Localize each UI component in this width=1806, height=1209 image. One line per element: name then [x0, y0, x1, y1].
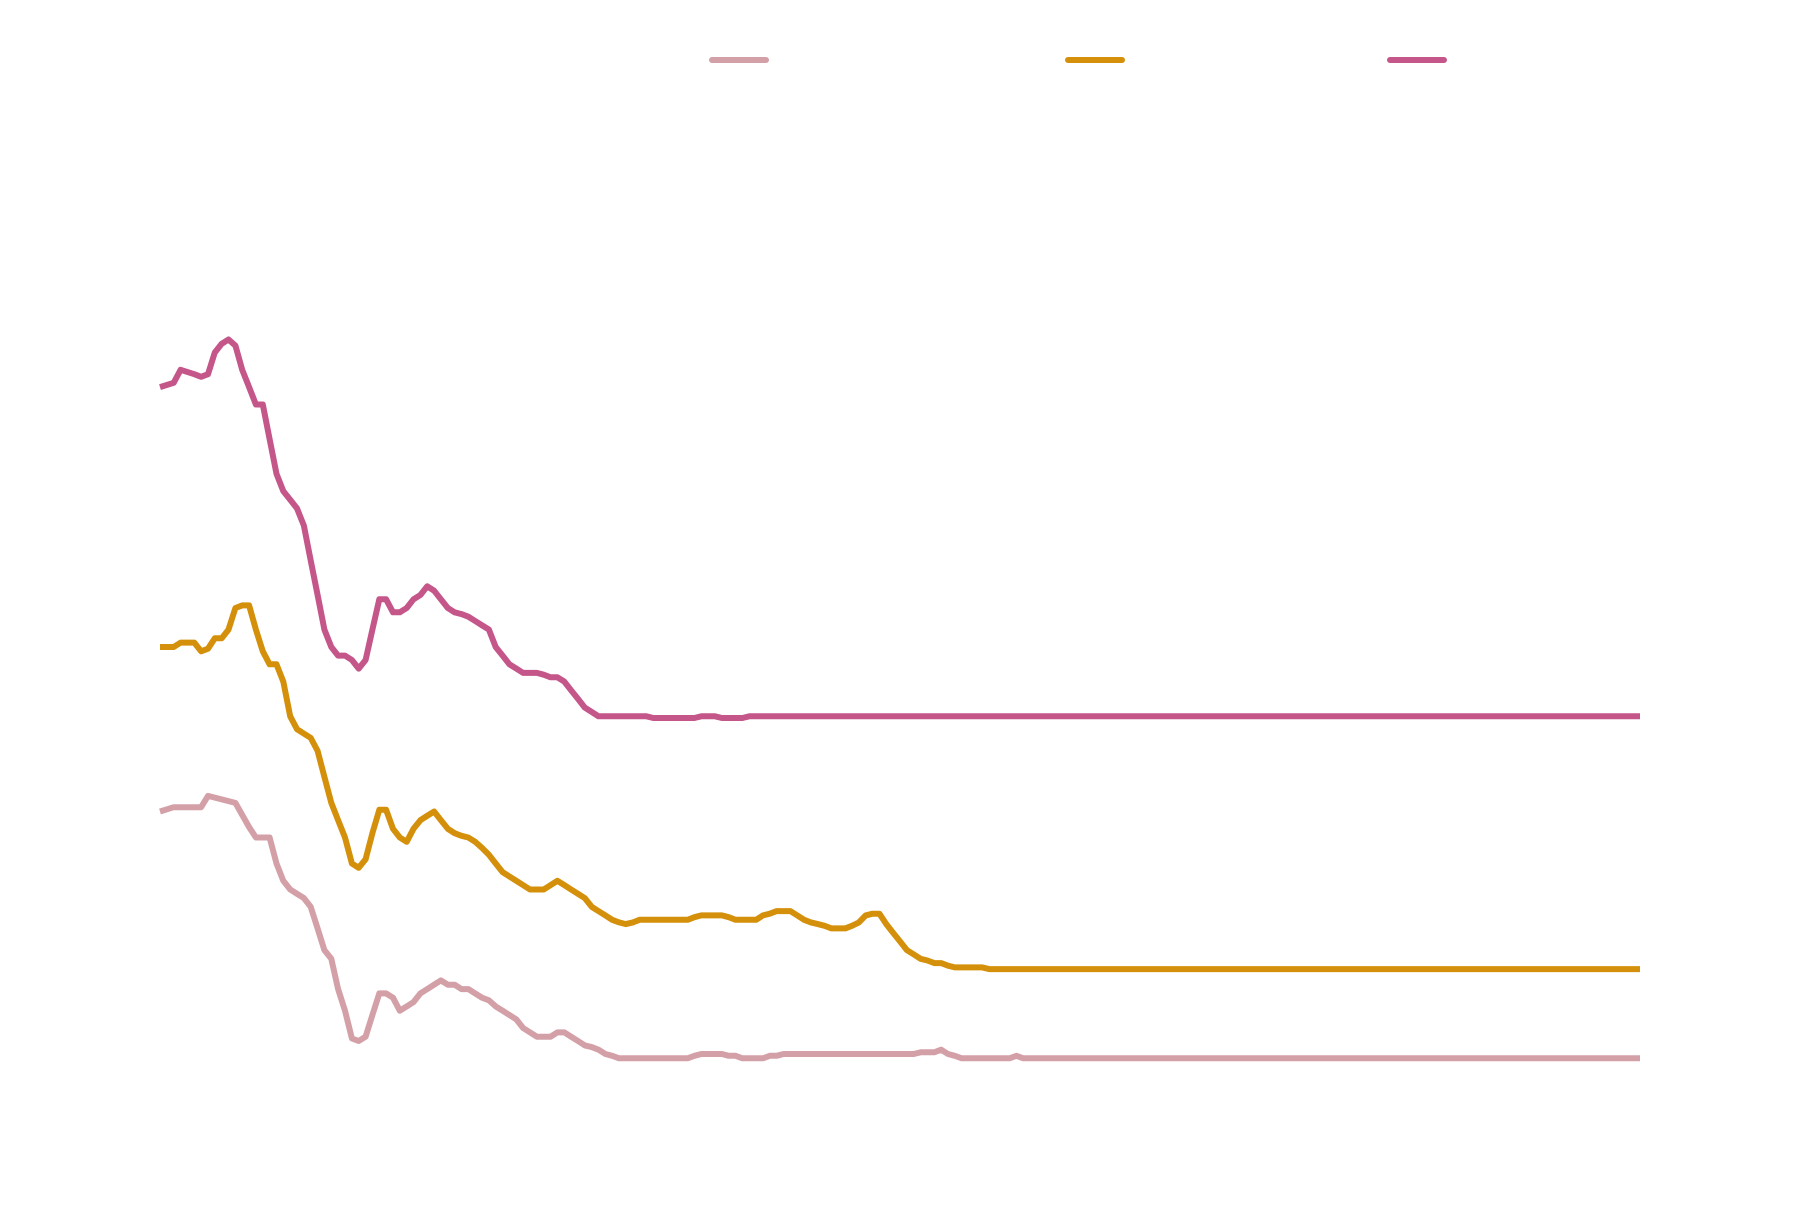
series-line-1	[159, 792, 1640, 1062]
series-line-2	[160, 602, 1640, 973]
series-group	[159, 336, 1640, 1062]
series-line-3	[159, 336, 1640, 721]
